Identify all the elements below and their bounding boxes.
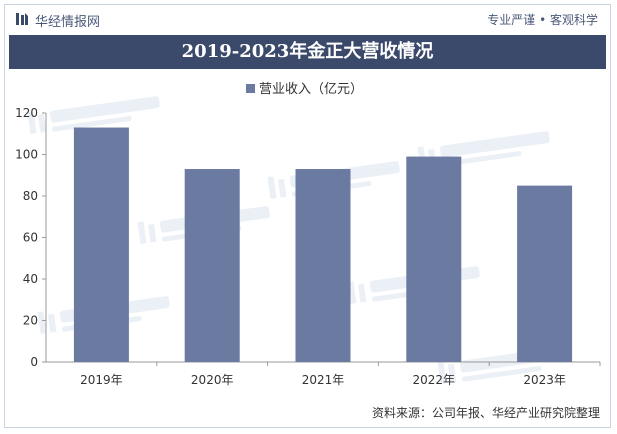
bar [517,185,573,362]
legend: 营业收入（亿元） [246,82,363,97]
y-tick-label: 80 [23,189,38,203]
x-tick-label: 2023年 [523,373,566,387]
slogan: 专业严谨 • 客观科学 [487,13,598,27]
brand-name: 华经情报网 [35,15,101,30]
bar [295,169,351,362]
y-tick-label: 0 [30,355,38,369]
y-tick-label: 120 [15,106,38,120]
y-tick-label: 20 [23,314,38,328]
y-tick-label: 60 [23,231,38,245]
x-tick-label: 2020年 [191,373,234,387]
legend-label: 营业收入（亿元） [259,82,363,97]
bar [406,156,462,362]
watermark-logo [27,96,160,134]
y-tick-label: 100 [15,148,38,162]
y-tick-label: 40 [23,272,38,286]
chart-title: 2019-2023年金正大营收情况 [9,35,606,69]
x-tick-label: 2022年 [413,373,456,387]
x-tick-label: 2021年 [302,373,345,387]
source-note: 资料来源：公司年报、华经产业研究院整理 [371,406,600,420]
logo-icon [16,13,28,25]
bar [73,127,129,363]
legend-swatch [246,84,255,93]
x-tick-label: 2019年 [80,373,123,387]
bars [73,127,573,363]
top-bar: 华经情报网 专业严谨 • 客观科学 [5,5,610,33]
bar [184,169,240,362]
